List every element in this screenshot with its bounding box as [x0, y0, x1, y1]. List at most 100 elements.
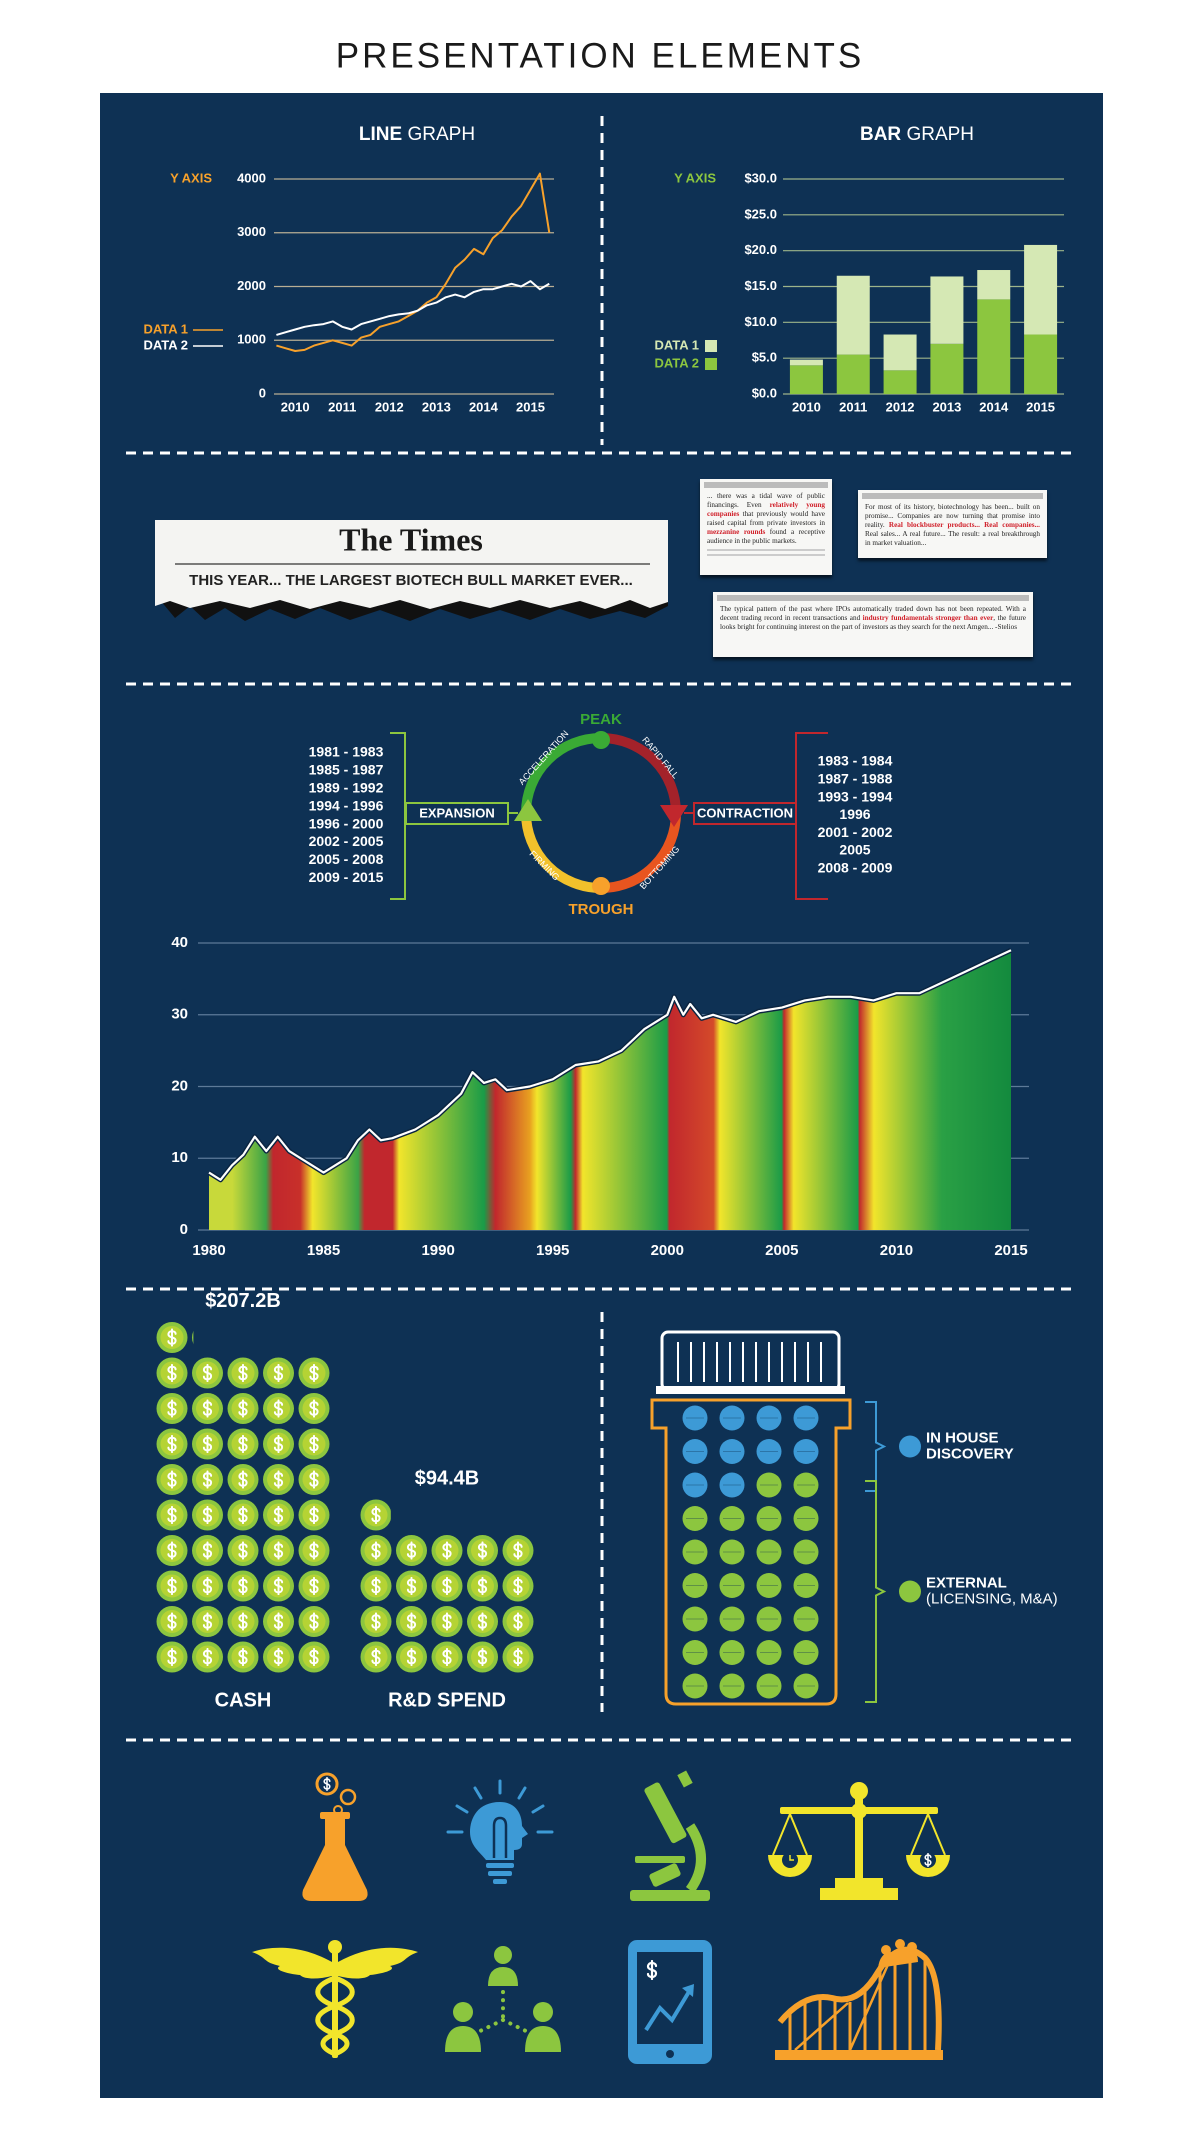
coin	[467, 1641, 498, 1673]
coin	[298, 1393, 330, 1424]
x-tick-label: 2010	[880, 1242, 913, 1259]
pill	[682, 1606, 708, 1632]
pill-bottle	[650, 1330, 852, 1706]
coin	[298, 1357, 330, 1389]
pill	[682, 1472, 708, 1498]
period-label: 1994 - 1996	[309, 797, 384, 813]
y-tick-label: 10	[171, 1149, 188, 1166]
microscope-icon	[630, 1770, 710, 1901]
period-label: 1987 - 1988	[818, 771, 893, 787]
clipping-text: For most of its history, biotechnology h…	[865, 503, 1040, 529]
coin	[156, 1322, 188, 1353]
area-line	[208, 949, 1012, 1181]
pill	[756, 1673, 782, 1699]
legend-bracket	[865, 1480, 887, 1703]
coin	[156, 1570, 188, 1602]
legend-dot	[899, 1435, 921, 1458]
category-label: R&D SPEND	[388, 1689, 506, 1711]
coin	[192, 1641, 223, 1673]
pill	[793, 1606, 819, 1632]
legend-dot	[899, 1580, 921, 1603]
period-label: 1983 - 1984	[818, 753, 893, 769]
y-tick-label: $30.0	[744, 170, 777, 185]
y-tick-label: $15.0	[744, 278, 777, 293]
clipping: ... there was a tidal wave of public fin…	[700, 479, 832, 575]
clipping-text: , the future looks bright for continuing…	[720, 614, 1026, 631]
pill	[756, 1405, 782, 1431]
peak-label: PEAK	[580, 711, 622, 728]
pill	[719, 1439, 745, 1464]
coin	[431, 1535, 463, 1566]
y-tick-label: 0	[259, 385, 266, 400]
legend-label: (LICENSING, M&A)	[926, 1590, 1058, 1607]
bottle-body	[650, 1398, 852, 1706]
pill	[793, 1539, 819, 1565]
x-tick-label: 2010	[792, 399, 821, 414]
x-tick-label: 2013	[932, 399, 961, 414]
pill	[682, 1506, 708, 1531]
clipping: The typical pattern of the past where IP…	[713, 592, 1033, 657]
y-tick-label: 20	[171, 1077, 188, 1094]
y-tick-label: 3000	[237, 224, 266, 239]
bar	[977, 270, 1011, 300]
coin	[227, 1464, 259, 1495]
y-tick-label: $0.0	[752, 385, 777, 400]
x-tick-label: 2015	[1026, 399, 1055, 414]
pill	[682, 1640, 708, 1665]
coin	[263, 1428, 294, 1460]
pill	[719, 1405, 745, 1431]
coin	[156, 1535, 188, 1566]
coin-outer	[192, 1331, 194, 1344]
legend-swatch	[705, 358, 717, 370]
coin	[227, 1393, 259, 1424]
clipping-text: The typical pattern of the past where IP…	[720, 605, 1026, 622]
coin	[502, 1641, 534, 1673]
coin	[263, 1393, 294, 1424]
coin	[192, 1606, 223, 1637]
pill	[682, 1673, 708, 1699]
period-label: 1996 - 2000	[309, 815, 384, 831]
clipping-text: mezzanine rounds	[707, 528, 766, 536]
cycle-arc	[600, 812, 681, 893]
x-tick-label: 1990	[421, 1242, 454, 1259]
coin	[156, 1357, 188, 1389]
pill	[719, 1472, 745, 1498]
network-icon	[445, 1946, 561, 2052]
coin	[298, 1570, 330, 1602]
period-label: 2002 - 2005	[309, 833, 384, 849]
coin	[360, 1499, 391, 1531]
coin	[227, 1357, 259, 1389]
cap-ridges	[677, 1342, 822, 1382]
x-tick-label: 1995	[536, 1242, 569, 1259]
y-axis-label: Y AXIS	[674, 170, 716, 185]
coin	[431, 1570, 463, 1602]
expansion-label: EXPANSION	[419, 805, 495, 820]
coin	[156, 1393, 188, 1424]
coin	[227, 1535, 259, 1566]
bar	[930, 343, 964, 394]
category-label: CASH	[215, 1689, 272, 1711]
period-label: 2009 - 2015	[309, 869, 384, 885]
bar	[883, 370, 917, 394]
pill-group	[682, 1472, 819, 1699]
chart-title: LINE GRAPH	[359, 124, 475, 145]
coin	[502, 1570, 534, 1602]
tablet-icon	[628, 1940, 712, 2064]
period-label: 2001 - 2002	[818, 824, 893, 840]
trough-label: TROUGH	[569, 901, 634, 918]
pill	[682, 1405, 708, 1431]
y-tick-label: $20.0	[744, 242, 777, 257]
coin	[360, 1535, 392, 1566]
coin	[263, 1499, 294, 1531]
pill	[793, 1506, 819, 1531]
trough-dot	[592, 877, 610, 895]
pill	[793, 1573, 819, 1598]
coin	[396, 1606, 427, 1637]
pill	[682, 1439, 708, 1464]
period-label: 1981 - 1983	[309, 744, 384, 760]
pill	[719, 1506, 745, 1531]
pill	[719, 1539, 745, 1565]
flask-icon	[302, 1772, 368, 1901]
pill	[682, 1539, 708, 1565]
